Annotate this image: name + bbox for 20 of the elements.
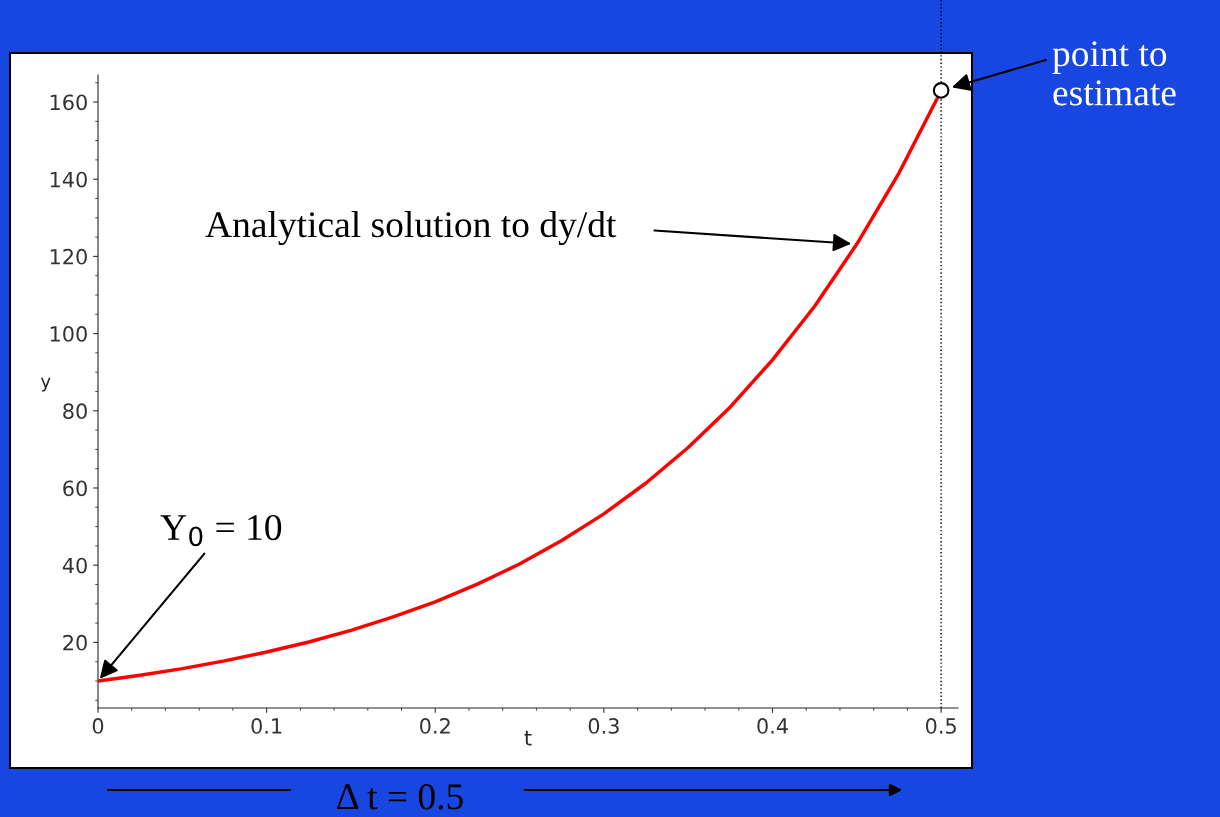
y-tick-label: 140 bbox=[50, 171, 87, 188]
y-tick-label: 80 bbox=[63, 403, 87, 420]
annotation: Analytical solution to dy/dt bbox=[205, 210, 617, 246]
x-tick-label: 0.5 bbox=[925, 718, 956, 734]
y-tick-label: 40 bbox=[62, 557, 87, 574]
x-axis-title: t bbox=[524, 730, 532, 746]
annotation: point to estimate bbox=[1052, 41, 1176, 106]
text: Δ t = 0.5 bbox=[337, 784, 463, 810]
x-tick-label: 0.1 bbox=[251, 718, 282, 734]
y-axis-title: y bbox=[40, 377, 51, 392]
x-tick-label: 0.4 bbox=[757, 718, 788, 734]
y-tick-label: 60 bbox=[63, 480, 87, 497]
annotation: Y$_{0}$ = 10 bbox=[160, 514, 282, 547]
y-tick-label: 120 bbox=[50, 248, 87, 265]
x-tick-label: 0.3 bbox=[588, 718, 619, 734]
y-tick-label: 20 bbox=[63, 634, 87, 651]
y-tick-label: 160 bbox=[50, 94, 87, 111]
x-tick-label: 0 bbox=[92, 718, 104, 734]
y-tick-label: 100 bbox=[50, 326, 87, 342]
x-tick-label: 0.2 bbox=[420, 718, 450, 734]
